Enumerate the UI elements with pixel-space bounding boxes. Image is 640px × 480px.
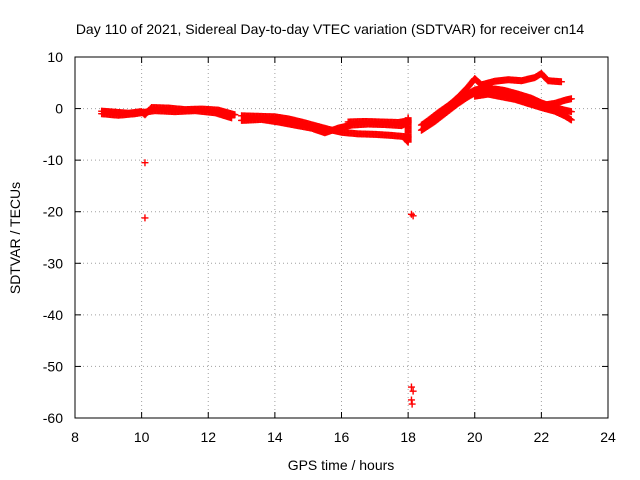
x-tick-label: 8	[71, 429, 79, 445]
y-tick-label: 10	[47, 49, 63, 65]
data-point	[407, 383, 415, 391]
data-point	[141, 214, 149, 222]
axis-ticks	[74, 56, 609, 419]
data-point	[557, 78, 565, 86]
data-point	[408, 400, 416, 408]
chart-title: Day 110 of 2021, Sidereal Day-to-day VTE…	[76, 21, 585, 37]
data-point	[141, 159, 149, 167]
data-point	[231, 111, 239, 119]
x-tick-label: 12	[200, 429, 216, 445]
y-axis-label: SDTVAR / TECUs	[7, 182, 23, 294]
data-point	[228, 114, 236, 122]
y-tick-label: -60	[43, 410, 63, 426]
y-tick-label: 0	[55, 101, 63, 117]
data-point	[567, 95, 575, 103]
y-tick-label: -20	[43, 204, 63, 220]
y-tick-label: -50	[43, 358, 63, 374]
data-points	[98, 70, 575, 408]
x-tick-label: 20	[467, 429, 483, 445]
data-point	[409, 387, 417, 395]
x-tick-label: 22	[534, 429, 550, 445]
x-tick-label: 16	[334, 429, 350, 445]
x-tick-label: 18	[400, 429, 416, 445]
y-tick-label: -10	[43, 152, 63, 168]
data-point	[404, 114, 412, 122]
data-point	[567, 108, 575, 116]
x-tick-label: 24	[600, 429, 616, 445]
data-point	[567, 116, 575, 124]
x-axis-label: GPS time / hours	[288, 457, 395, 473]
data-point	[409, 212, 417, 220]
x-tick-label: 14	[267, 429, 283, 445]
data-point	[407, 210, 415, 218]
tick-labels: 8 10 12 14 16 18 20 22 24 10 0 -10 -20 -30 -40 -50 -60	[43, 49, 616, 445]
y-tick-label: -40	[43, 307, 63, 323]
x-tick-label: 10	[134, 429, 150, 445]
y-tick-label: -30	[43, 255, 63, 271]
